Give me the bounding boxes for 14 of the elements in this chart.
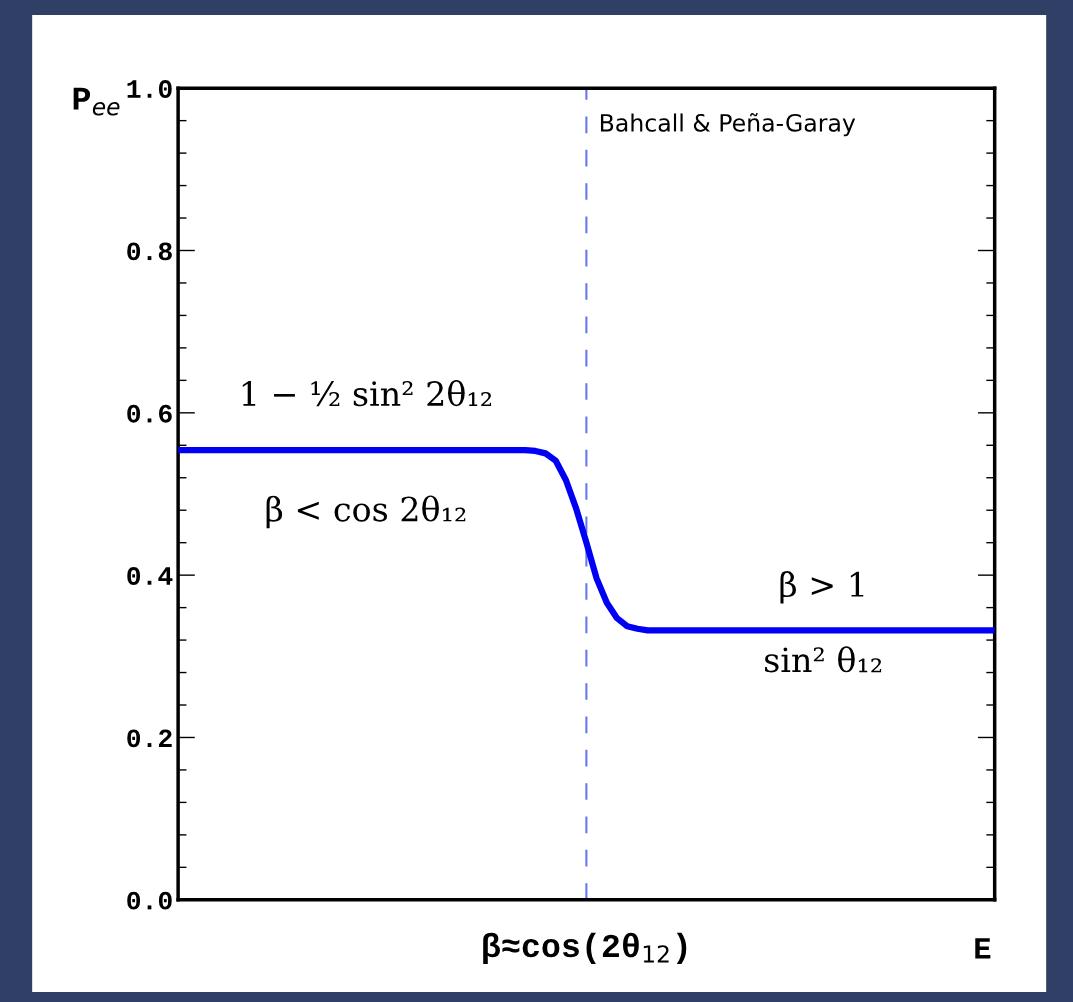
y-tick-label: 0.4 bbox=[127, 567, 173, 585]
annotation: sin² θ₁₂ bbox=[765, 646, 882, 673]
y-axis-title: P$_{ee}$ bbox=[73, 87, 120, 116]
annotation: β > 1 bbox=[780, 571, 864, 604]
x-axis-title: E bbox=[975, 938, 991, 959]
y-tick-label: 0.8 bbox=[127, 242, 172, 261]
annotation: 1 − ½ sin² 2θ₁₂ bbox=[242, 380, 492, 407]
y-tick-label: 1.0 bbox=[127, 80, 172, 98]
y-tick-label: 0.6 bbox=[127, 404, 172, 423]
y-tick-label: 0.0 bbox=[127, 891, 172, 910]
text: β≈cos(2θ$_{12}$) bbox=[483, 932, 687, 964]
y-tick-label: 0.2 bbox=[127, 729, 172, 748]
annotation: β < cos 2θ₁₂ bbox=[266, 495, 466, 529]
annotation: Bahcall & Peña-Garay bbox=[600, 113, 856, 137]
